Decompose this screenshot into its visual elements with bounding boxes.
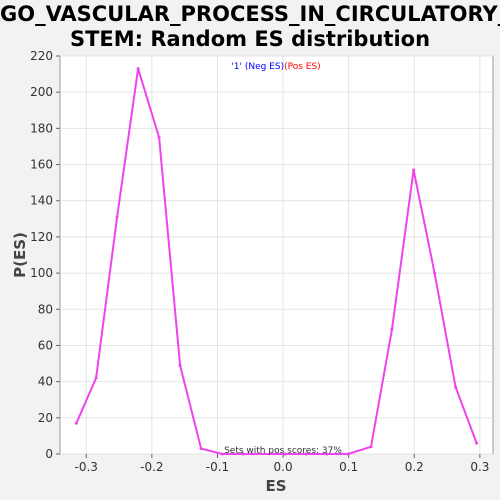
y-tick-label: 220 <box>30 49 53 63</box>
data-point <box>283 452 287 456</box>
x-tick-label: -0.2 <box>140 460 163 474</box>
data-point <box>390 327 394 331</box>
data-point <box>178 363 182 367</box>
data-point <box>369 445 373 449</box>
x-axis-label: ES <box>265 477 286 495</box>
plot-background <box>59 55 494 455</box>
pos-scores-annotation: Sets with pos scores: 37% <box>224 446 342 456</box>
data-point <box>115 215 119 219</box>
data-point <box>346 452 350 456</box>
x-tick-label: 0.2 <box>405 460 424 474</box>
y-tick-label: 160 <box>30 158 53 172</box>
y-tick-label: 200 <box>30 85 53 99</box>
legend: '1' (Neg ES)(Pos ES) <box>231 62 320 72</box>
data-point <box>241 452 245 456</box>
x-tick-label: -0.3 <box>75 460 98 474</box>
x-tick-label: 0.0 <box>274 460 293 474</box>
data-point <box>94 376 98 380</box>
y-tick-label: 140 <box>30 194 53 208</box>
y-tick-label: 20 <box>38 411 53 425</box>
data-point <box>199 447 203 451</box>
y-tick-label: 120 <box>30 230 53 244</box>
axes: 0 20 40 60 80 100 120 140 160 180 200 220 -0.3 -0.2 -0… <box>30 49 489 474</box>
y-tick-label: 40 <box>38 375 53 389</box>
data-point <box>475 441 479 445</box>
chart-title: GO_VASCULAR_PROCESS_IN_CIRCULATORY_SY ST… <box>0 2 500 51</box>
y-axis-label: P(ES) <box>11 232 29 278</box>
series-layer <box>74 67 479 456</box>
data-point <box>304 452 308 456</box>
y-tick-label: 100 <box>30 266 53 280</box>
y-tick-label: 60 <box>38 338 53 352</box>
y-tick-label: 80 <box>38 302 53 316</box>
data-point <box>454 385 458 389</box>
data-point <box>136 67 140 71</box>
data-point <box>325 452 329 456</box>
legend-pos-label: (Pos ES) <box>284 62 321 72</box>
data-point <box>433 271 437 275</box>
data-point <box>157 135 161 139</box>
data-point <box>220 452 224 456</box>
x-tick-label: 0.3 <box>470 460 489 474</box>
y-tick-label: 0 <box>45 447 53 461</box>
y-tick-label: 180 <box>30 121 53 135</box>
legend-neg-label: '1' (Neg ES) <box>231 62 284 72</box>
x-tick-label: -0.1 <box>206 460 229 474</box>
data-point <box>412 168 416 172</box>
x-tick-label: 0.1 <box>339 460 358 474</box>
data-point <box>74 421 78 425</box>
